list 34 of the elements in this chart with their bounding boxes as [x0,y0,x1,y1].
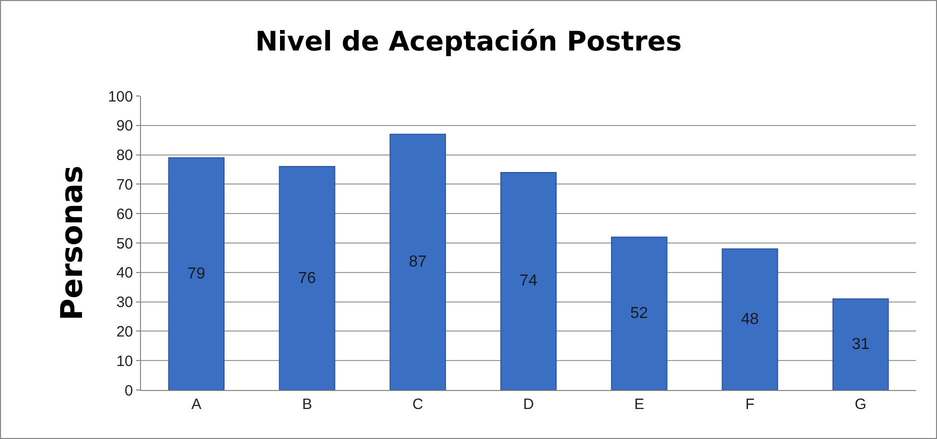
y-axis-title: Personas [54,165,90,321]
y-tick-label: 40 [116,264,133,282]
x-tick-label: E [634,396,644,413]
data-label: 31 [852,336,870,353]
data-label: 48 [740,310,759,328]
bar [722,248,778,390]
y-tick-label: 90 [116,118,133,135]
bar [390,134,446,390]
data-label: 74 [520,272,538,290]
bar [832,298,889,390]
chart-title: Nivel de Aceptación Postres [255,26,682,58]
data-label: 52 [630,305,648,322]
y-tick-label: 100 [108,88,133,106]
y-tick-label: 0 [124,382,133,400]
bar [500,172,557,390]
y-tick-label: 30 [116,294,133,312]
data-label: 79 [187,265,206,282]
y-tick-label: 20 [116,323,133,340]
x-tick-label: C [412,396,424,413]
x-tick-label: A [191,396,202,413]
data-label: 76 [298,270,316,287]
y-tick-label: 50 [116,235,133,252]
y-tick-label: 10 [116,352,133,370]
y-tick-label: 60 [116,206,133,223]
bar [278,166,336,390]
x-tick-label: B [302,396,312,413]
data-label: 87 [408,254,427,271]
y-tick-label: 80 [116,147,133,164]
x-tick-label: D [523,396,534,413]
x-tick-label: G [854,396,866,413]
bar [168,157,225,390]
bar [611,236,668,390]
y-tick-label: 70 [116,176,133,194]
x-tick-label: F [745,396,755,413]
